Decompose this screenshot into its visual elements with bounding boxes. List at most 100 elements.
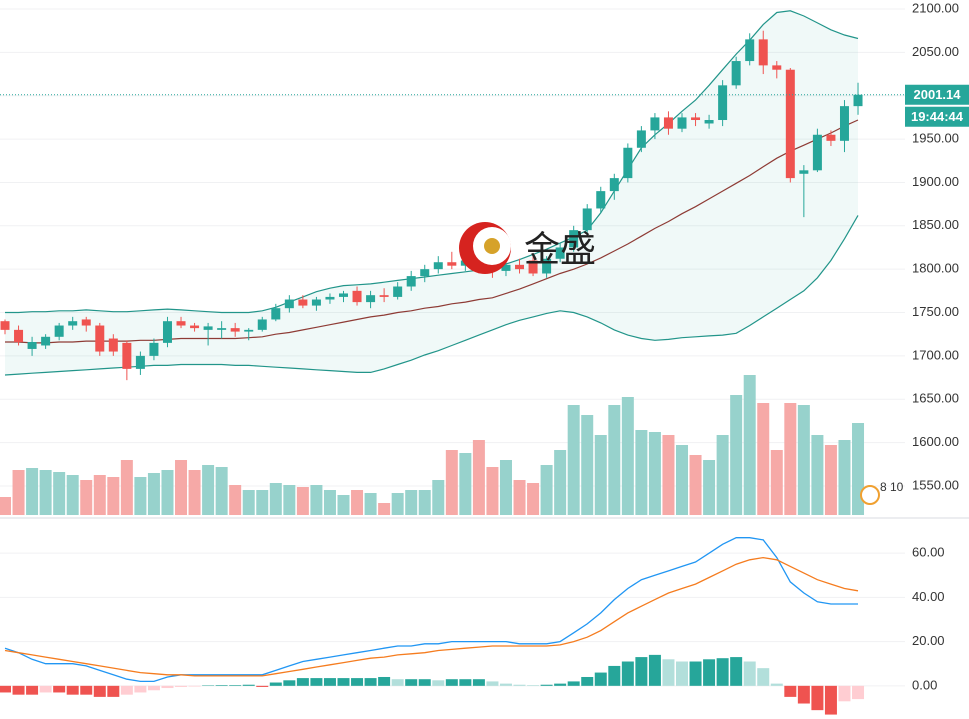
candle-body	[339, 293, 348, 297]
candle-body	[27, 342, 37, 349]
volume-bar	[662, 435, 675, 515]
histogram-bar	[364, 678, 377, 686]
candle-body	[799, 170, 809, 174]
histogram-bar	[391, 679, 404, 686]
last-price-label: 2001.14	[914, 87, 962, 102]
candle-body	[135, 355, 145, 369]
last-price-tag	[905, 84, 969, 105]
volume-bar	[499, 460, 512, 515]
histogram-bar	[378, 676, 391, 686]
candle-body	[596, 191, 606, 209]
y-tick-label: 0.00	[912, 677, 937, 692]
histogram-bar	[730, 657, 743, 686]
histogram-bar	[784, 685, 797, 697]
histogram-bar	[337, 678, 350, 686]
histogram-bar	[770, 683, 783, 686]
candle-body	[650, 117, 660, 131]
candle-body	[14, 329, 24, 343]
histogram-bar	[540, 684, 553, 686]
volume-bar	[39, 470, 52, 515]
candle-body	[555, 247, 565, 259]
histogram-bar	[351, 678, 364, 686]
candle-body	[731, 61, 741, 86]
y-tick-label: 2050.00	[912, 44, 959, 59]
candle-body	[366, 295, 376, 303]
candle-body	[636, 130, 646, 148]
histogram-bar	[513, 684, 526, 686]
candle-body	[623, 147, 633, 179]
histogram-bar	[80, 685, 93, 695]
candle-body	[758, 39, 768, 66]
candle-body	[812, 134, 822, 171]
candle-body	[176, 321, 186, 326]
candle-body	[284, 299, 294, 309]
histogram-bar	[323, 678, 336, 686]
volume-bar	[93, 475, 106, 515]
histogram-bar	[215, 685, 228, 686]
y-tick-label: 40.00	[912, 589, 945, 604]
histogram-bar	[0, 685, 11, 693]
candle-body	[745, 39, 755, 62]
histogram-bar	[459, 679, 472, 686]
volume-bar	[689, 455, 702, 515]
histogram-bar	[703, 659, 716, 686]
histogram-bar	[39, 685, 52, 693]
histogram-bar	[554, 683, 567, 686]
volume-bar	[12, 470, 25, 515]
candle-body	[433, 262, 443, 270]
volume-bar	[770, 450, 783, 515]
histogram-bar	[689, 661, 702, 686]
candle-body	[108, 338, 118, 352]
candle-body	[501, 264, 511, 271]
y-tick-label: 1550.00	[912, 477, 959, 492]
histogram-bar	[432, 680, 445, 686]
y-tick-label: 60.00	[912, 545, 945, 560]
volume-bar	[418, 490, 431, 515]
histogram-bar	[147, 685, 160, 691]
candle-body	[839, 106, 849, 141]
candle-body	[853, 94, 863, 107]
candle-body	[244, 329, 254, 332]
candle-body	[718, 85, 728, 121]
macd-line	[4, 537, 858, 683]
histogram-bar	[53, 685, 66, 693]
volume-bar	[337, 495, 350, 515]
volume-bar	[567, 405, 580, 515]
candle-body	[162, 321, 172, 343]
event-label: 8 10	[880, 480, 904, 494]
volume-bar	[540, 465, 553, 515]
volume-bar	[256, 490, 269, 515]
histogram-bar	[743, 661, 756, 686]
volume-bar	[635, 430, 648, 515]
volume-bar	[472, 440, 485, 515]
y-tick-label: 20.00	[912, 633, 945, 648]
candle-body	[420, 269, 430, 277]
band-upper	[5, 10, 859, 314]
volume-bar	[134, 477, 147, 515]
volume-bar	[811, 435, 824, 515]
volume-bar	[405, 490, 418, 515]
volume-bar	[703, 460, 716, 515]
price-axis: 2100.002050.002000.001950.001900.001850.…	[905, 0, 969, 692]
histogram-bar	[188, 685, 201, 687]
band-middle	[5, 119, 859, 344]
histogram-bar	[567, 681, 580, 686]
candle-body	[447, 262, 457, 266]
histogram-bar	[716, 658, 729, 686]
y-tick-label: 1950.00	[912, 131, 959, 146]
histogram-bar	[581, 676, 594, 686]
volume-bar	[26, 468, 39, 515]
candle-body	[257, 319, 267, 330]
candle-body	[826, 134, 836, 141]
volume-bar	[676, 445, 688, 515]
volume-bar	[202, 465, 215, 515]
macd-pane	[0, 537, 865, 715]
y-tick-label: 1800.00	[912, 261, 959, 276]
y-tick-label: 1700.00	[912, 347, 959, 362]
volume-bar	[391, 493, 404, 515]
histogram-bar	[229, 685, 242, 686]
histogram-bar	[757, 668, 770, 686]
volume-bar	[581, 415, 594, 515]
candle-body	[217, 328, 227, 330]
candle-body	[95, 325, 105, 352]
